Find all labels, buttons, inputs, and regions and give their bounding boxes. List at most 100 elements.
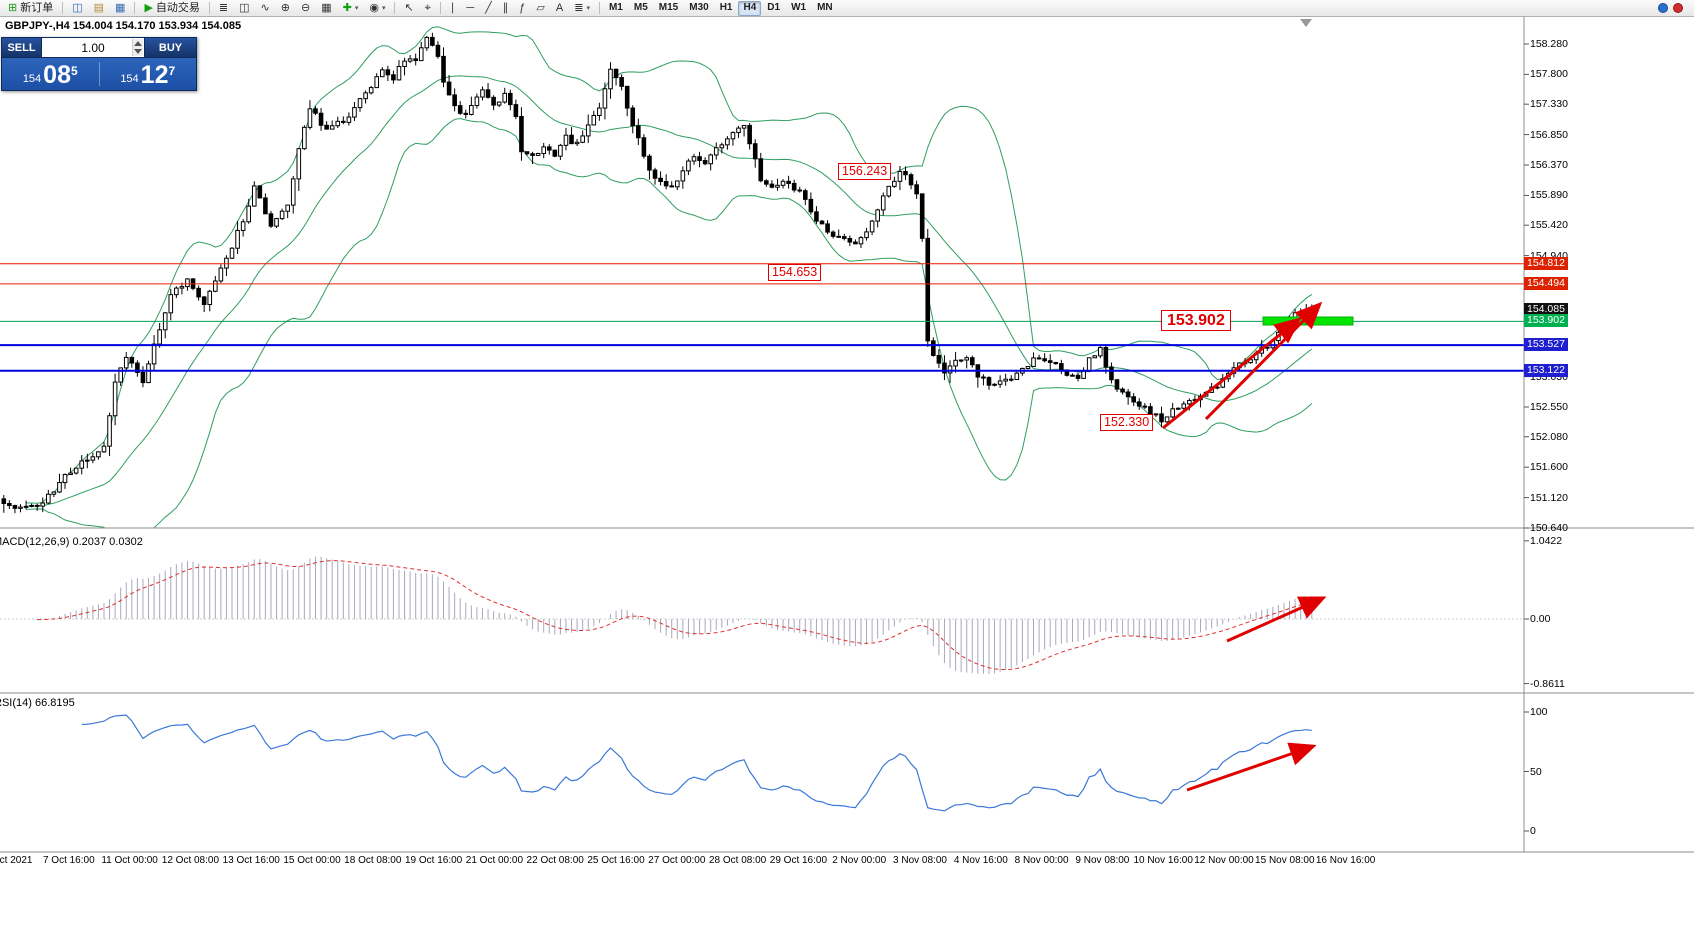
market-watch-icon: ▤ [93,1,105,14]
new-order-button-label: 新订单 [20,1,54,14]
text-button[interactable]: A [551,1,568,16]
horizontal-line-button[interactable]: ─ [461,1,479,16]
toolbar-separator [134,2,136,14]
fibonacci-icon: ƒ [519,1,526,14]
candle-chart-icon: ◫ [239,1,250,14]
charts-button[interactable]: ◫ [67,1,87,16]
cursor-icon: ↖ [404,1,414,14]
tf-d1-button-label: D1 [767,2,781,13]
vertical-line-icon: ∣ [449,1,456,14]
tf-m15-button[interactable]: M15 [654,1,683,16]
status-red-icon[interactable] [1673,3,1683,13]
tf-m1-button-label: M1 [608,2,623,13]
tf-m15-button-label: M15 [658,2,679,13]
sell-price[interactable]: 154 08 5 [2,60,99,88]
arrows-list-button[interactable]: ≣ ▾ [569,1,595,16]
volume-increase-button[interactable] [134,41,142,46]
volume-input-wrap [42,38,144,57]
tf-m5-button-label: M5 [633,2,648,13]
auto-trading-icon: ▶ [144,1,153,14]
auto-trading-button[interactable]: ▶ 自动交易 [139,1,204,16]
tf-d1-button[interactable]: D1 [762,1,785,16]
toolbar-separator [394,2,396,14]
toolbar-separator [62,2,64,14]
tf-w1-button-label: W1 [791,2,807,13]
tf-mn-button[interactable]: MN [812,1,838,16]
terminal-button[interactable]: ▦ [110,1,130,16]
horizontal-line-icon: ─ [466,1,475,14]
main-chart-plot[interactable] [1,26,1315,551]
channel-button[interactable]: ∥ [498,1,514,16]
chart-ohlc-line: GBPJPY-,H4 154.004 154.170 153.934 154.0… [5,20,242,32]
vertical-line-button[interactable]: ∣ [445,1,461,16]
market-watch-button[interactable]: ▤ [89,1,109,16]
bar-chart-icon: ≣ [218,1,229,14]
line-chart-icon: ∿ [260,1,270,14]
one-click-trade-panel: SELL BUY 154 08 5 154 12 7 [1,37,197,91]
buy-price[interactable]: 154 12 7 [100,60,197,88]
rsi-indicator [81,714,1312,812]
tf-m30-button-label: M30 [689,2,709,13]
sell-price-prefix: 154 [22,73,42,85]
candle-chart-button[interactable]: ◫ [234,1,254,16]
tf-mn-button-label: MN [817,2,833,13]
zoom-out-icon: ⊖ [300,1,311,14]
tile-windows-icon: ▦ [321,1,332,14]
arrows-list-icon: ≣ [574,1,584,14]
chevron-down-icon: ▾ [354,4,359,12]
trade-panel-divider [98,62,100,86]
zoom-out-button[interactable]: ⊖ [296,1,315,16]
periods-icon: ◉ [369,1,379,14]
new-order-icon: ⊞ [8,1,18,14]
sell-button[interactable]: SELL [2,38,42,57]
chart-shift-marker-icon[interactable] [1300,19,1312,27]
horizontal-level-lines[interactable] [0,263,1524,372]
tf-h4-button-label: H4 [743,2,757,13]
sell-price-big: 08 [43,61,71,89]
buy-price-big: 12 [140,61,169,89]
zoom-in-button[interactable]: ⊕ [276,1,295,16]
bar-chart-button[interactable]: ≣ [214,1,233,16]
volume-decrease-button[interactable] [134,49,142,54]
panel-dividers [0,17,1694,853]
crosshair-icon: ⌖ [424,1,431,14]
tf-h4-button[interactable]: H4 [738,0,762,16]
fibonacci-button[interactable]: ƒ [514,1,530,16]
shapes-button[interactable]: ▱ [531,1,549,16]
indicators-button[interactable]: ✚ ▾ [338,1,364,16]
trendline-button[interactable]: ╱ [480,1,497,16]
trend-arrows[interactable] [1162,301,1327,792]
indicators-icon: ✚ [342,1,352,14]
tf-m5-button[interactable]: M5 [629,1,653,16]
bollinger-bands [26,26,1313,528]
text-icon: A [555,1,564,14]
zoom-in-icon: ⊕ [280,1,290,14]
volume-input[interactable] [42,38,144,57]
tf-w1-button[interactable]: W1 [786,1,811,16]
trade-panel-top-row: SELL BUY [2,38,196,58]
status-blue-icon[interactable] [1658,3,1668,13]
toolbar-separator [598,2,600,14]
buy-price-sup: 7 [168,64,176,78]
candles [1,32,1315,514]
sell-price-sup: 5 [70,64,78,78]
buy-button[interactable]: BUY [144,38,196,57]
toolbar-separator [208,2,210,14]
crosshair-button[interactable]: ⌖ [420,1,436,16]
channel-icon: ∥ [502,1,509,14]
periods-button[interactable]: ◉ ▾ [364,1,390,16]
trade-panel-prices: 154 08 5 154 12 7 [2,58,196,90]
tf-h1-button[interactable]: H1 [715,1,738,16]
tf-h1-button-label: H1 [719,2,733,13]
tile-windows-button[interactable]: ▦ [316,1,336,16]
tf-m1-button[interactable]: M1 [604,1,628,16]
chevron-down-icon: ▾ [381,4,386,12]
terminal-icon: ▦ [115,1,126,14]
trendline-icon: ╱ [485,1,492,14]
new-order-button[interactable]: ⊞ 新订单 [3,1,58,16]
charts-icon: ◫ [72,1,83,14]
line-chart-button[interactable]: ∿ [256,1,275,16]
tf-m30-button[interactable]: M30 [684,1,713,16]
cursor-button[interactable]: ↖ [399,1,418,16]
